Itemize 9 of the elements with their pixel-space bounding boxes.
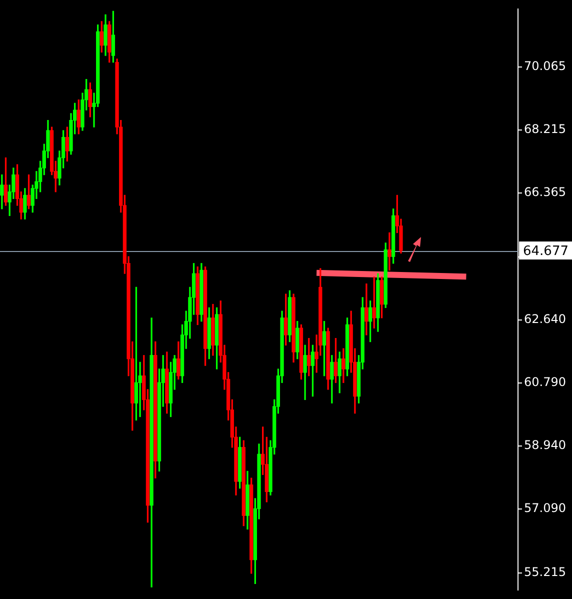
y-tick-label: 62.640 [524,312,566,326]
y-tick-label: 68.215 [524,122,566,136]
y-tick-label: 57.090 [524,501,566,516]
y-tick-label: 60.790 [524,375,566,390]
y-tick-label: 66.365 [524,185,566,200]
y-tick-label: 55.215 [524,565,566,580]
ref-line-label: 64.677 [523,244,568,259]
y-tick-label: 70.065 [524,59,566,74]
y-tick-label: 58.940 [524,438,566,452]
